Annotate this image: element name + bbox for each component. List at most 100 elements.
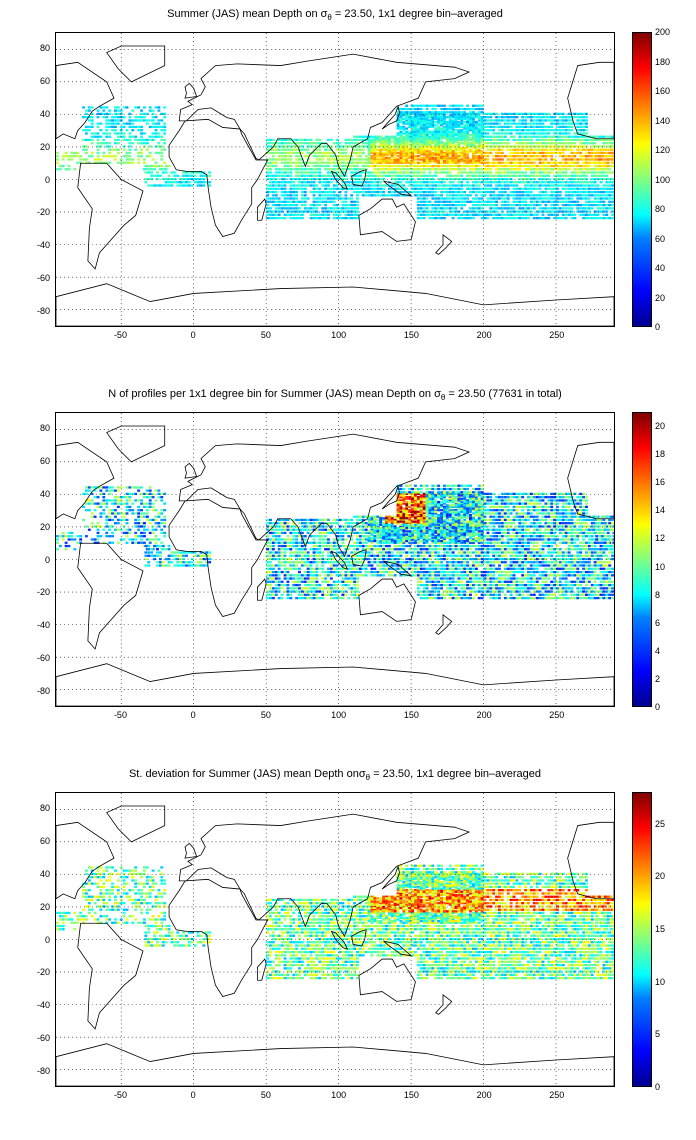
data-cell bbox=[356, 200, 359, 203]
data-cell bbox=[344, 138, 348, 142]
data-cell bbox=[605, 151, 609, 155]
data-cell bbox=[329, 174, 333, 177]
data-cell bbox=[451, 194, 455, 197]
data-cell bbox=[182, 557, 185, 561]
data-cell bbox=[148, 145, 152, 148]
data-cell bbox=[512, 112, 516, 116]
data-cell bbox=[167, 561, 171, 564]
data-cell bbox=[411, 124, 415, 127]
data-cell bbox=[289, 574, 293, 577]
data-cell bbox=[157, 522, 161, 525]
data-cell bbox=[90, 512, 94, 515]
data-cell bbox=[512, 181, 516, 184]
data-cell bbox=[156, 171, 159, 174]
data-cell bbox=[448, 116, 452, 119]
data-cell bbox=[405, 132, 409, 135]
data-cell bbox=[463, 125, 467, 129]
data-cell bbox=[448, 127, 452, 130]
data-cell bbox=[318, 155, 322, 158]
data-cell bbox=[524, 197, 528, 200]
data-cell bbox=[411, 187, 415, 190]
data-cell bbox=[396, 181, 400, 184]
data-cell bbox=[347, 184, 351, 187]
data-cell bbox=[605, 207, 609, 210]
data-cell bbox=[579, 168, 583, 171]
data-cell bbox=[532, 216, 536, 220]
data-cell bbox=[457, 159, 461, 163]
data-cell bbox=[73, 548, 77, 551]
data-cell bbox=[489, 122, 493, 125]
data-cell bbox=[151, 135, 155, 138]
data-cell bbox=[158, 557, 162, 561]
data-cell bbox=[489, 135, 493, 138]
data-cell bbox=[416, 138, 420, 142]
data-cell bbox=[608, 148, 612, 151]
data-cell bbox=[376, 161, 380, 164]
data-cell bbox=[443, 187, 446, 190]
data-cell bbox=[356, 190, 359, 194]
data-cell bbox=[521, 145, 525, 148]
data-cell bbox=[590, 207, 594, 210]
data-cell bbox=[90, 132, 94, 135]
data-cell bbox=[570, 145, 574, 148]
data-cell bbox=[122, 496, 126, 499]
data-cell bbox=[431, 194, 435, 197]
data-cell bbox=[454, 156, 458, 160]
data-cell bbox=[411, 116, 415, 119]
data-cell bbox=[422, 151, 426, 155]
data-cell bbox=[448, 143, 452, 146]
data-cell bbox=[393, 142, 397, 145]
data-cell bbox=[495, 138, 499, 142]
data-cell bbox=[160, 119, 164, 122]
data-cell bbox=[99, 145, 103, 148]
data-cell bbox=[472, 171, 475, 174]
data-cell bbox=[79, 535, 83, 538]
data-cell bbox=[387, 161, 391, 164]
data-cell bbox=[477, 104, 481, 107]
data-cell bbox=[277, 596, 281, 600]
data-cell bbox=[356, 177, 359, 181]
data-cell bbox=[419, 177, 423, 181]
data-cell bbox=[564, 171, 568, 174]
data-cell bbox=[140, 138, 143, 142]
data-cell bbox=[56, 535, 59, 538]
data-cell bbox=[303, 583, 307, 587]
data-cell bbox=[518, 161, 522, 164]
data-cell bbox=[416, 127, 420, 130]
data-cell bbox=[125, 512, 129, 515]
data-cell bbox=[480, 129, 484, 132]
data-cell bbox=[437, 135, 441, 138]
data-cell bbox=[437, 130, 441, 133]
data-cell bbox=[460, 207, 464, 210]
data-cell bbox=[416, 174, 420, 177]
data-cell bbox=[595, 158, 599, 161]
data-cell bbox=[440, 133, 444, 137]
data-cell bbox=[300, 181, 304, 184]
data-cell bbox=[286, 577, 290, 580]
data-cell bbox=[277, 168, 281, 171]
data-cell bbox=[486, 197, 490, 200]
data-cell bbox=[99, 512, 103, 515]
data-cell bbox=[445, 197, 449, 200]
data-cell bbox=[269, 138, 272, 142]
data-cell bbox=[518, 158, 522, 161]
data-cell bbox=[393, 171, 397, 174]
data-cell bbox=[350, 207, 354, 210]
data-cell bbox=[324, 541, 328, 544]
data-cell bbox=[411, 135, 415, 138]
data-cell bbox=[448, 197, 452, 200]
data-cell bbox=[474, 104, 478, 107]
data-cell bbox=[454, 177, 458, 181]
data-cell bbox=[292, 184, 296, 187]
coastline bbox=[178, 53, 471, 178]
data-cell bbox=[489, 200, 493, 203]
data-cell bbox=[529, 155, 533, 158]
data-cell bbox=[480, 146, 484, 150]
data-cell bbox=[306, 168, 310, 171]
data-cell bbox=[144, 181, 148, 184]
data-cell bbox=[437, 187, 441, 190]
data-cell bbox=[382, 156, 386, 160]
data-cell bbox=[269, 587, 272, 590]
data-cell bbox=[428, 146, 432, 150]
data-cell bbox=[356, 138, 359, 142]
